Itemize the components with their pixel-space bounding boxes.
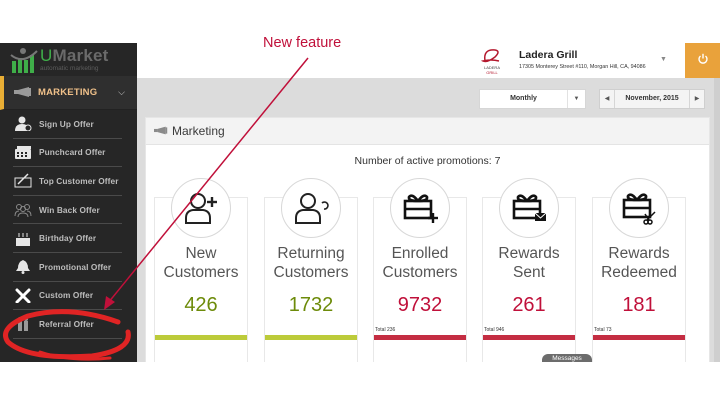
business-logo: LADERA GRILL <box>477 47 507 75</box>
stat-bar <box>265 335 357 340</box>
stat-card-returning-customers[interactable]: Returning Customers 1732 <box>264 178 358 362</box>
logo-tagline: automatic marketing <box>40 64 99 72</box>
top-bar: LADERA GRILL Ladera Grill 17305 Monterey… <box>137 43 720 78</box>
panel-header: Marketing <box>146 118 709 145</box>
sidebar: UMarket automatic marketing MARKETING ⌵ … <box>0 43 137 362</box>
stat-bar <box>593 335 685 340</box>
app-window: UMarket automatic marketing MARKETING ⌵ … <box>0 43 720 362</box>
active-promotions-count: Number of active promotions: 7 <box>354 155 501 167</box>
sidebar-item-promotional-offer[interactable]: Promotional Offer <box>13 253 122 282</box>
panel-title: Marketing <box>172 124 225 138</box>
stat-bar <box>483 335 575 340</box>
sidebar-item-birthday-offer[interactable]: Birthday Offer <box>13 224 122 253</box>
gift-card-mail-icon <box>499 178 559 238</box>
stat-label: New Customers <box>163 245 239 281</box>
sidebar-item-custom-offer[interactable]: Custom Offer <box>13 282 122 311</box>
next-month-button[interactable]: ▶ <box>689 90 704 108</box>
stat-card-enrolled-customers[interactable]: Enrolled Customers 9732 Total 236 <box>373 178 467 362</box>
umarket-logo[interactable]: UMarket automatic marketing <box>0 43 137 76</box>
megaphone-icon <box>154 122 168 140</box>
sidebar-items: Sign Up Offer Punchcard Offer Top Custom… <box>0 110 137 339</box>
stat-value: 426 <box>184 294 218 316</box>
period-value: Monthly <box>480 90 568 108</box>
stat-total: Total 236 <box>375 327 396 333</box>
section-label: MARKETING <box>38 87 98 98</box>
sidebar-item-sign-up-offer[interactable]: Sign Up Offer <box>13 110 122 139</box>
dropdown-caret-icon[interactable]: ▼ <box>573 96 580 102</box>
svg-text:GRILL: GRILL <box>486 70 498 75</box>
stat-label: Returning Customers <box>273 245 349 281</box>
stat-card-rewards-sent[interactable]: Rewards Sent 261 Total 946 <box>482 178 576 362</box>
stat-total: Total 73 <box>594 327 612 333</box>
chevron-down-icon[interactable]: ⌵ <box>118 87 125 97</box>
stat-label: Rewards Sent <box>498 245 560 281</box>
messages-tab[interactable]: Messages <box>542 354 592 362</box>
stat-value: 1732 <box>288 294 334 316</box>
sidebar-item-top-customer-offer[interactable]: Top Customer Offer <box>13 167 122 196</box>
business-menu-caret-icon[interactable]: ▼ <box>660 56 667 63</box>
stat-bar <box>374 335 466 340</box>
scrollbar[interactable] <box>714 78 720 362</box>
month-picker: ◀ November, 2015 ▶ <box>599 89 705 109</box>
megaphone-icon <box>14 84 32 102</box>
sidebar-section-marketing[interactable]: MARKETING ⌵ <box>0 76 137 110</box>
month-value[interactable]: November, 2015 <box>625 95 679 102</box>
punchcard-icon <box>13 144 33 160</box>
gift-card-scissors-icon <box>609 178 669 238</box>
cake-icon <box>13 230 33 246</box>
stat-value: 9732 <box>397 294 443 316</box>
business-name: Ladera Grill <box>519 49 578 61</box>
logo-name: UMarket <box>40 45 109 65</box>
svg-text:LADERA: LADERA <box>484 65 500 70</box>
annotation-label: New feature <box>263 35 342 51</box>
sidebar-item-referral-offer[interactable]: Referral Offer <box>13 310 122 339</box>
logo-mark-icon <box>10 47 38 73</box>
tools-icon <box>13 287 33 303</box>
period-select[interactable]: Monthly ▼ <box>479 89 586 109</box>
stat-bar <box>155 335 247 340</box>
sidebar-item-punchcard-offer[interactable]: Punchcard Offer <box>13 139 122 168</box>
user-return-icon <box>281 178 341 238</box>
business-address: 17305 Monterey Street #110, Morgan Hill,… <box>519 64 646 70</box>
group-icon <box>13 202 33 218</box>
stat-value: 261 <box>512 294 546 316</box>
stat-card-new-customers[interactable]: New Customers 426 <box>154 178 248 362</box>
user-plus-icon <box>171 178 231 238</box>
stat-card-rewards-redeemed[interactable]: Rewards Redeemed 181 Total 73 <box>592 178 686 362</box>
prev-month-button[interactable]: ◀ <box>600 90 615 108</box>
power-icon <box>697 52 709 70</box>
bell-icon <box>13 259 33 275</box>
stat-total: Total 946 <box>484 327 505 333</box>
stat-label: Enrolled Customers <box>382 245 458 281</box>
power-logout-button[interactable] <box>685 43 720 78</box>
people-pair-icon <box>13 316 33 332</box>
sidebar-item-win-back-offer[interactable]: Win Back Offer <box>13 196 122 225</box>
gift-card-plus-icon <box>390 178 450 238</box>
stat-value: 181 <box>622 294 656 316</box>
stat-label: Rewards Redeemed <box>601 245 677 281</box>
signature-icon <box>13 173 33 189</box>
marketing-panel: Marketing Number of active promotions: 7… <box>145 117 710 362</box>
user-add-icon <box>13 116 33 132</box>
